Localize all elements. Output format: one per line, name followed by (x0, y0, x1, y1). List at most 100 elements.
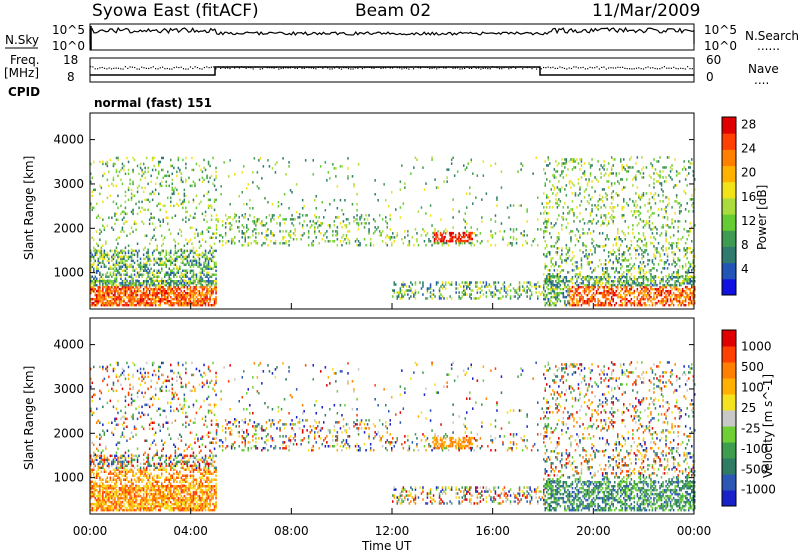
power-cell (463, 164, 465, 167)
power-cell (633, 301, 636, 305)
power-cell (500, 186, 503, 189)
power-cell (117, 303, 119, 307)
power-cell (215, 301, 217, 305)
power-cell (177, 297, 180, 301)
power-cell (270, 218, 272, 221)
power-cell (148, 283, 151, 287)
power-cell (255, 220, 257, 223)
power-cell (200, 200, 202, 204)
power-cell (247, 244, 250, 247)
power-cell (494, 281, 497, 284)
power-cell (165, 259, 168, 263)
power-cell (595, 278, 598, 281)
power-cell (158, 160, 160, 164)
power-cell (644, 303, 646, 307)
power-cell (633, 278, 636, 281)
power-cell (153, 280, 155, 283)
power-cell (176, 174, 178, 178)
power-cell (106, 275, 109, 278)
power-cell (156, 246, 158, 249)
power-cell (556, 299, 559, 303)
power-cell (215, 188, 217, 192)
power-cell (442, 239, 445, 243)
power-cell (526, 210, 528, 213)
power-cell (662, 276, 664, 279)
power-cell (606, 276, 608, 279)
power-cell (431, 158, 433, 161)
power-cell (607, 282, 610, 285)
power-cell (109, 285, 112, 289)
power-cell (674, 276, 676, 279)
power-cell (389, 228, 392, 231)
power-cell (127, 299, 130, 303)
power-cell (691, 293, 693, 297)
power-cell (161, 259, 163, 263)
power-cell (106, 283, 109, 287)
power-cell (249, 207, 251, 210)
power-cell (677, 293, 679, 297)
power-cell (660, 208, 663, 211)
power-cell (115, 261, 118, 265)
power-cell (579, 282, 581, 285)
power-cell (446, 176, 448, 179)
power-cell (135, 285, 137, 289)
power-cell (512, 228, 515, 231)
power-cell (162, 168, 165, 172)
power-cell (470, 226, 473, 229)
nave-dot (531, 68, 533, 70)
power-cell (425, 182, 427, 185)
power-cell (191, 249, 193, 253)
power-cell (620, 263, 622, 266)
power-cell (118, 282, 121, 285)
nave-dot (317, 66, 319, 68)
power-cell (614, 303, 616, 307)
power-cell (653, 291, 655, 295)
power-cell (565, 194, 568, 197)
power-cell (490, 230, 492, 233)
power-cell (188, 277, 190, 280)
power-cell (130, 283, 133, 287)
power-cell (170, 287, 172, 291)
power-cell (555, 301, 557, 305)
power-cell (194, 303, 196, 307)
power-cell (689, 251, 692, 254)
power-cell (441, 244, 444, 247)
power-cell (195, 253, 198, 257)
power-cell (635, 257, 637, 260)
power-cell (642, 261, 645, 264)
power-cell (230, 242, 233, 245)
power-cell (603, 160, 605, 163)
power-cell (570, 295, 572, 299)
power-cell (428, 240, 430, 243)
power-cell (686, 280, 688, 283)
power-cell (120, 277, 122, 280)
power-cell (601, 301, 604, 305)
nave-dot (663, 66, 665, 68)
power-cell (283, 222, 286, 225)
power-cell (207, 257, 210, 261)
power-cell (123, 280, 125, 283)
power-cell (464, 168, 467, 171)
power-cell (93, 249, 95, 253)
power-cell (121, 226, 124, 229)
power-cell (138, 249, 140, 253)
power-cell (130, 277, 133, 280)
power-cell (583, 190, 586, 193)
power-cell (188, 176, 190, 180)
power-cell (158, 218, 160, 221)
power-cell (558, 276, 560, 279)
nave-dot (371, 67, 373, 69)
nave-dot (550, 67, 552, 69)
power-cell (204, 301, 207, 305)
power-cell (494, 285, 497, 288)
power-cell (660, 293, 663, 297)
power-cell (246, 224, 248, 227)
nave-dot (382, 67, 384, 69)
power-cell (114, 301, 116, 305)
power-cell (663, 303, 666, 307)
power-cell (604, 214, 607, 217)
power-cell (133, 194, 136, 198)
power-cell (109, 194, 112, 198)
power-cell (535, 283, 537, 286)
power-heatmap-cells (90, 156, 696, 307)
